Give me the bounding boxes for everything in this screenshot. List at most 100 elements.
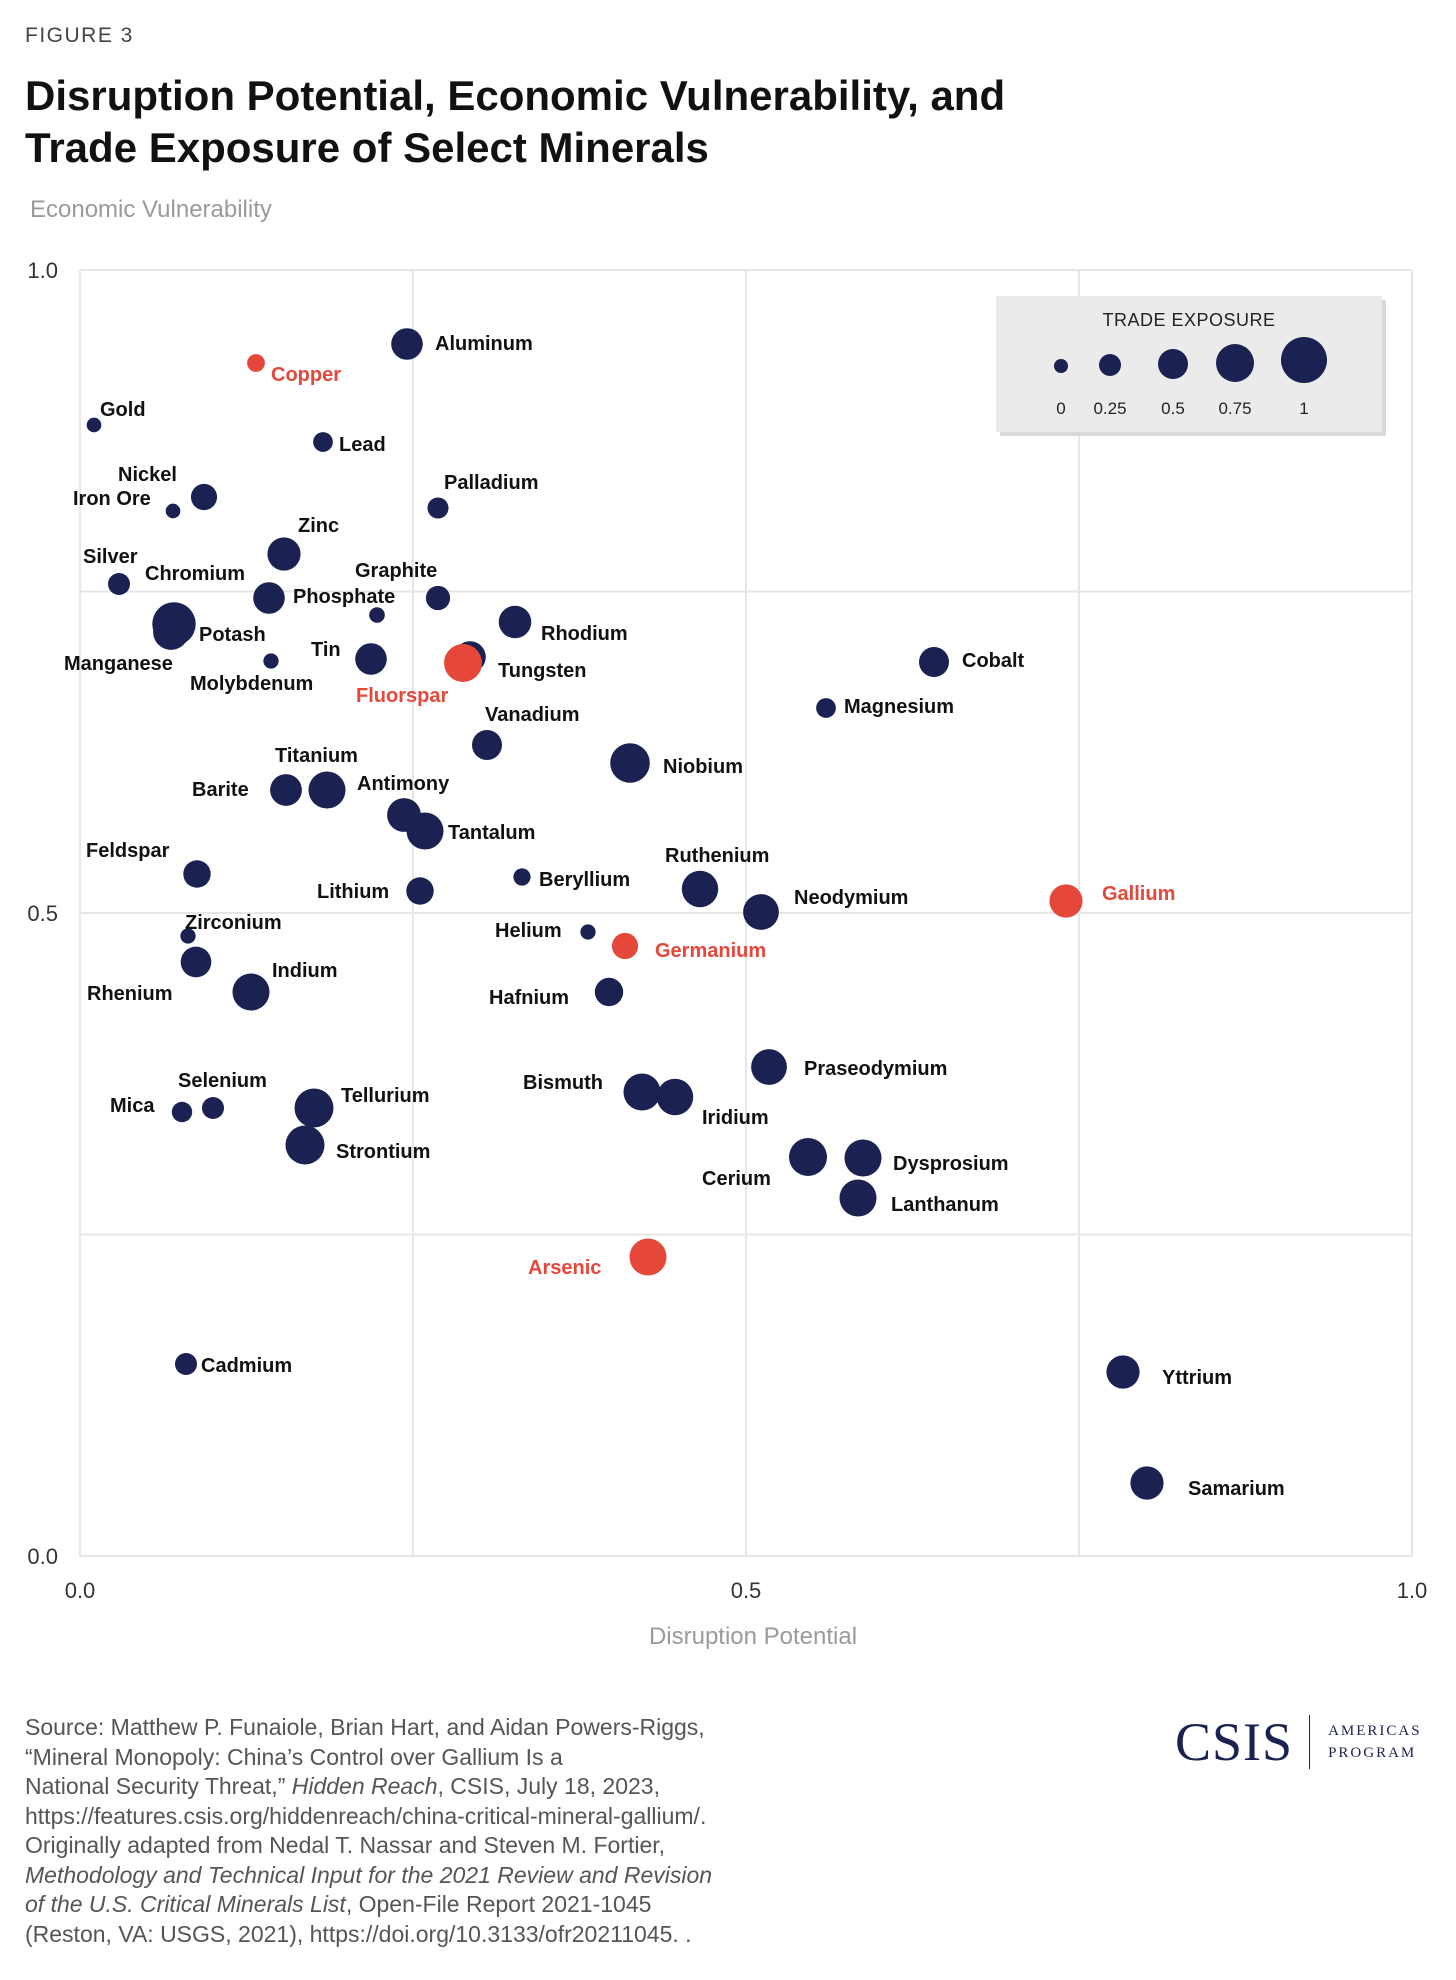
chart-title: Disruption Potential, Economic Vulnerabi… (25, 72, 1006, 171)
bubble (839, 1179, 877, 1217)
bubble (86, 417, 102, 433)
bubble (656, 1078, 694, 1116)
source-text: National Security Threat,” (25, 1773, 292, 1799)
bubble-label: Tellurium (341, 1085, 430, 1107)
legend-bubble (1158, 349, 1188, 379)
bubble-label: Cobalt (962, 650, 1025, 672)
bubble (1130, 1466, 1164, 1500)
bubble (472, 730, 502, 760)
logo-line-2: PROGRAM (1328, 1745, 1417, 1761)
bubble-label: Aluminum (435, 333, 533, 355)
bubble (816, 698, 836, 718)
bubble-label: Iron Ore (73, 488, 151, 510)
bubble-label: Chromium (145, 563, 245, 585)
bubble-label: Beryllium (539, 869, 630, 891)
source-text: (Reston, VA: USGS, 2021), https://doi.or… (25, 1920, 692, 1947)
bubble-label: Tantalum (448, 822, 535, 844)
bubble-label: Tin (311, 639, 341, 661)
bubble (629, 1238, 667, 1276)
source-line: National Security Threat,” Hidden Reach,… (25, 1772, 905, 1802)
legend-bubble (1281, 337, 1327, 383)
legend-value-label: 0.5 (1161, 399, 1185, 418)
bubble-label: Silver (83, 546, 138, 568)
bubble (175, 1353, 197, 1375)
bubble (108, 573, 130, 595)
bubble (594, 977, 624, 1007)
bubble-label: Rhenium (87, 983, 173, 1005)
source-text: , Open-File Report 2021-1045 (345, 1891, 652, 1917)
bubble (190, 483, 218, 511)
bubble-label: Fluorspar (356, 685, 448, 707)
x-tick-label: 0.0 (65, 1578, 96, 1603)
bubble (253, 582, 285, 614)
bubble-label: Potash (199, 624, 266, 646)
bubble-label: Feldspar (86, 840, 170, 862)
bubble-label: Lithium (317, 881, 389, 903)
bubble (313, 432, 333, 452)
bubble (406, 877, 434, 905)
tick-labels: 0.0 0.5 1.0 0.0 0.5 1.0 (27, 258, 1427, 1603)
source-text: , CSIS, July 18, 2023, (437, 1773, 660, 1799)
y-axis-label: Economic Vulnerability (30, 196, 272, 223)
bubble-label: Cerium (702, 1168, 771, 1190)
legend-bubble (1099, 354, 1121, 376)
bubble-label: Indium (272, 960, 338, 982)
bubble-label: Nickel (118, 464, 177, 486)
bubble-label: Yttrium (1162, 1367, 1232, 1389)
x-tick-label: 1.0 (1397, 1578, 1428, 1603)
bubble (844, 1139, 882, 1177)
bubble (263, 653, 279, 669)
bubble-label: Copper (271, 364, 341, 386)
bubble (171, 1101, 193, 1123)
source-line: (Reston, VA: USGS, 2021), https://doi.or… (25, 1920, 905, 1950)
bubble-label: Phosphate (293, 586, 395, 608)
logo-divider (1309, 1715, 1311, 1769)
bubble (294, 1088, 334, 1128)
source-line: Methodology and Technical Input for the … (25, 1861, 905, 1891)
bubble (180, 946, 212, 978)
source-line: Originally adapted from Nedal T. Nassar … (25, 1831, 905, 1861)
bubble (789, 1138, 827, 1176)
bubble-label: Cadmium (201, 1355, 292, 1377)
bubble-label: Tungsten (498, 660, 587, 682)
bubble (681, 870, 719, 908)
legend-title: TRADE EXPOSURE (1102, 310, 1275, 330)
bubble-label: Hafnium (489, 987, 569, 1009)
bubble-label: Ruthenium (665, 845, 769, 867)
bubble (427, 497, 449, 519)
bubble (247, 354, 265, 372)
x-tick-label: 0.5 (731, 1578, 762, 1603)
x-axis-label: Disruption Potential (648, 1623, 858, 1650)
figure-label: FIGURE 3 (25, 24, 134, 47)
bubble-label: Samarium (1188, 1478, 1285, 1500)
bubble-label: Mica (110, 1095, 155, 1117)
logo-program: AMERICAS PROGRAM (1328, 1720, 1422, 1764)
bubble-label: Barite (192, 779, 249, 801)
bubble (183, 860, 211, 888)
bubbles (86, 328, 1164, 1500)
bubble-label: Antimony (357, 773, 450, 795)
bubble (580, 924, 596, 940)
logo-mark: CSIS (1175, 1712, 1294, 1772)
bubble (611, 932, 639, 960)
bubble-label: Germanium (655, 940, 766, 962)
bubble (267, 537, 301, 571)
bubble-label: Palladium (444, 472, 538, 494)
bubble (610, 743, 650, 783)
bubble-label: Helium (495, 920, 562, 942)
bubble-label: Neodymium (794, 887, 908, 909)
bubble-label: Iridium (702, 1107, 769, 1129)
bubble-label: Bismuth (523, 1072, 603, 1094)
legend-value-label: 0.25 (1093, 399, 1126, 418)
bubble (919, 647, 949, 677)
bubble-label: Arsenic (528, 1257, 601, 1279)
source-text: Source: Matthew P. Funaiole, Brian Hart,… (25, 1714, 705, 1740)
bubble-label: Graphite (355, 560, 437, 582)
bubble-label: Titanium (275, 745, 358, 767)
grid (79, 269, 1413, 1557)
bubble-label: Vanadium (485, 704, 579, 726)
bubble (743, 894, 779, 930)
legend-value-label: 0 (1056, 399, 1065, 418)
bubble-label: Selenium (178, 1070, 267, 1092)
